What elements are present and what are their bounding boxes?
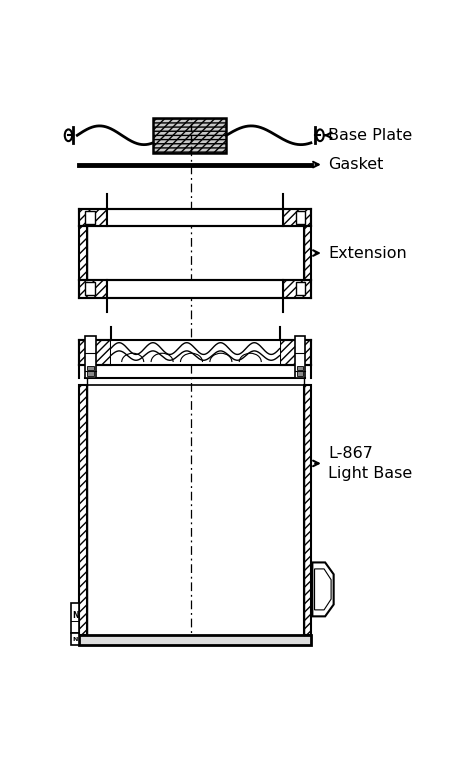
Bar xyxy=(85,336,96,378)
Bar xyxy=(153,118,227,153)
Bar xyxy=(296,282,305,295)
Text: N: N xyxy=(73,637,78,642)
Bar xyxy=(80,226,87,280)
Text: Gasket: Gasket xyxy=(328,157,383,172)
Bar xyxy=(80,209,107,226)
Text: N: N xyxy=(72,610,79,619)
Bar xyxy=(71,603,80,633)
Bar xyxy=(303,226,311,280)
Bar xyxy=(280,340,311,365)
Bar xyxy=(80,209,107,226)
Bar xyxy=(85,282,95,295)
Bar xyxy=(80,385,87,635)
Bar xyxy=(71,633,80,645)
Bar xyxy=(107,280,283,298)
Bar xyxy=(80,385,87,635)
Bar xyxy=(295,336,305,378)
Bar xyxy=(153,118,227,153)
Bar xyxy=(303,385,311,635)
Bar xyxy=(280,340,311,365)
Bar xyxy=(283,209,311,226)
Text: L-867
Light Base: L-867 Light Base xyxy=(328,446,412,480)
Bar xyxy=(110,340,280,365)
Bar xyxy=(153,118,227,153)
Bar xyxy=(297,365,303,370)
Bar xyxy=(80,280,107,298)
Text: Base Plate: Base Plate xyxy=(328,128,412,143)
Bar xyxy=(80,340,110,365)
Bar xyxy=(80,226,87,280)
Bar xyxy=(283,280,311,298)
Bar xyxy=(85,211,95,224)
Bar xyxy=(80,635,311,645)
Bar xyxy=(303,226,311,280)
Bar xyxy=(283,209,311,226)
Bar xyxy=(80,280,107,298)
Polygon shape xyxy=(312,562,334,616)
Bar xyxy=(283,280,311,298)
Bar xyxy=(87,365,94,370)
Bar xyxy=(153,118,227,153)
Bar xyxy=(303,385,311,635)
Bar xyxy=(87,371,94,375)
Polygon shape xyxy=(315,569,331,610)
Bar xyxy=(80,340,110,365)
Text: Extension: Extension xyxy=(328,246,407,260)
Bar xyxy=(107,209,283,226)
Bar xyxy=(297,371,303,375)
Bar xyxy=(296,211,305,224)
